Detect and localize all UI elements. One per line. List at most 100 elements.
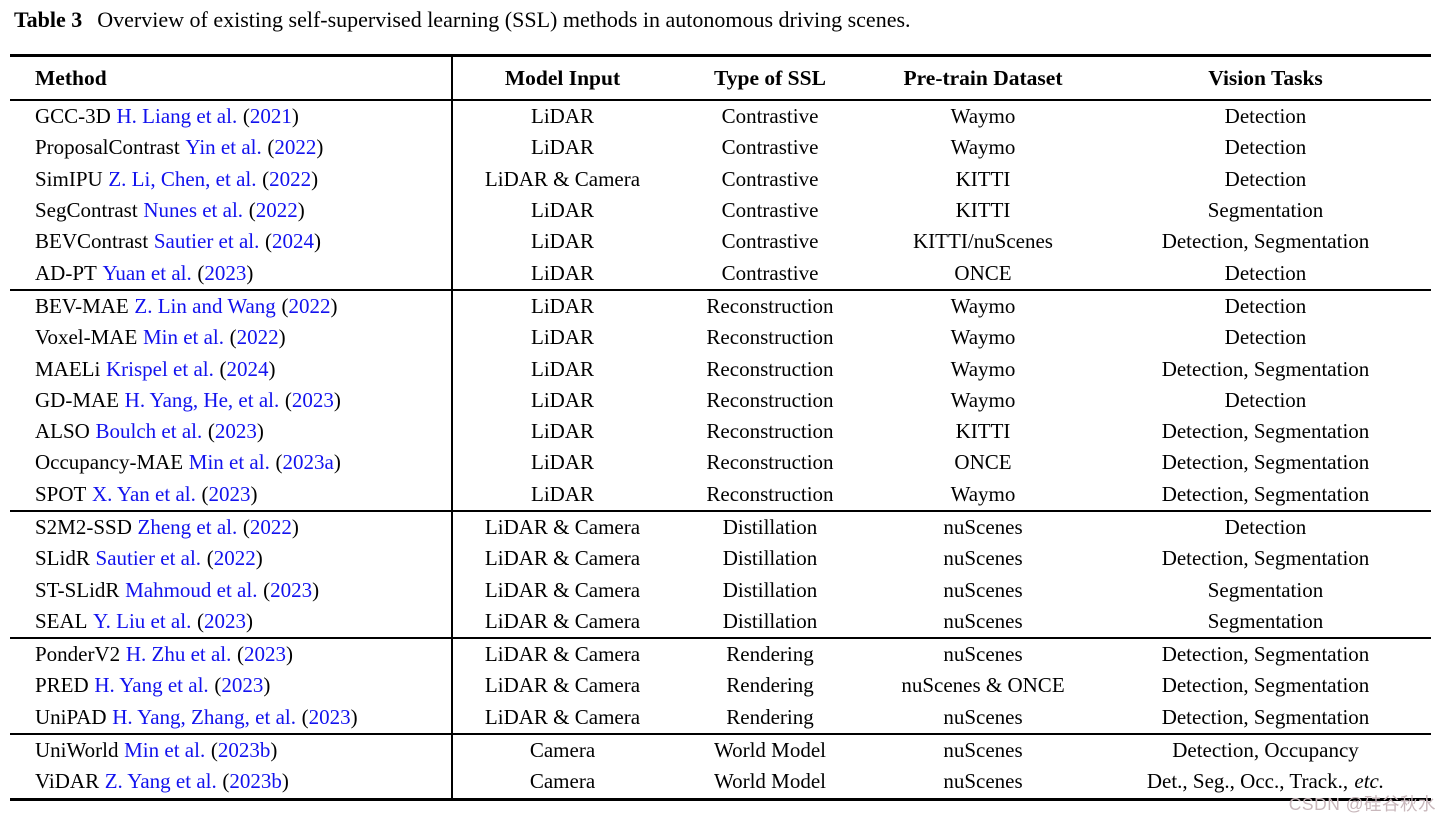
model-input-cell: LiDAR [531, 356, 594, 381]
pretrain-dataset-cell: Waymo [950, 325, 1016, 350]
citation-year-link[interactable]: 2022 [274, 135, 317, 160]
citation-authors-link[interactable]: X. Yan et al. [92, 481, 196, 506]
vision-tasks-cell: Detection [1100, 322, 1431, 353]
vision-tasks-text: Detection [1224, 515, 1307, 539]
paren-open: ( [237, 642, 245, 667]
model-input-cell: LiDAR [531, 104, 594, 129]
model-input-cell: LiDAR [531, 450, 594, 475]
model-input-cell: LiDAR [531, 198, 594, 223]
pretrain-dataset-cell: nuScenes [943, 608, 1023, 633]
citation-year-link[interactable]: 2022 [288, 293, 331, 318]
citation-year-link[interactable]: 2021 [249, 104, 292, 129]
vision-tasks-cell: Detection, Segmentation [1100, 416, 1431, 447]
paren-close: ) [255, 546, 263, 571]
citation-authors-link[interactable]: Boulch et al. [95, 419, 203, 444]
ssl-type-cell: Distillation [722, 546, 818, 571]
method-cell: SLidR Sautier et al.(2022) [10, 543, 451, 574]
citation-year-link[interactable]: 2023 [244, 642, 287, 667]
citation-year-link[interactable]: 2022 [236, 325, 279, 350]
citation-authors-link[interactable]: Z. Yang et al. [104, 769, 217, 794]
ssl-type-cell: Contrastive [721, 104, 819, 129]
citation-authors-link[interactable]: H. Liang et al. [116, 104, 238, 129]
citation-year-link[interactable]: 2023 [204, 608, 246, 633]
vision-tasks-text: Detection [1224, 104, 1307, 129]
table-caption-text: Overview of existing self-supervised lea… [97, 7, 911, 32]
paren-open: ( [201, 481, 209, 506]
ssl-type-cell: Contrastive [721, 198, 819, 223]
citation-year-link[interactable]: 2023 [208, 481, 251, 506]
pretrain-dataset-cell: ONCE [954, 450, 1012, 475]
method-cell: ViDAR Z. Yang et al.(2023b) [10, 766, 451, 797]
citation-authors-link[interactable]: H. Yang et al. [94, 673, 209, 698]
method-cell: MAELi Krispel et al.(2024) [10, 353, 451, 384]
citation-year-link[interactable]: 2022 [249, 515, 292, 539]
table-row: ALSO Boulch et al.(2023) LiDAR Reconstructi… [10, 416, 1431, 447]
citation-authors-link[interactable]: Yuan et al. [102, 260, 192, 285]
pretrain-dataset-cell: nuScenes [943, 642, 1023, 667]
vision-tasks-cell: Detection, Segmentation [1100, 702, 1431, 733]
citation-year-link[interactable]: 2023 [214, 419, 257, 444]
vision-tasks-cell: Detection [1100, 291, 1431, 322]
citation-year-link[interactable]: 2024 [272, 229, 315, 254]
citation-authors-link[interactable]: Min et al. [124, 738, 206, 763]
citation-year-link[interactable]: 2022 [213, 546, 256, 571]
citation-year-link[interactable]: 2023b [217, 738, 271, 763]
citation-authors-link[interactable]: H. Yang, He, et al. [124, 387, 280, 412]
table-row: S2M2-SSD Zheng et al.(2022) LiDAR & Camera… [10, 512, 1431, 543]
citation-year-link[interactable]: 2022 [255, 198, 298, 223]
method-name: UniPAD [35, 704, 107, 729]
paren-open: ( [281, 293, 289, 318]
citation-authors-link[interactable]: Min et al. [188, 450, 270, 475]
model-input-cell: LiDAR [531, 135, 594, 160]
paren-close: ) [297, 198, 305, 223]
paren-close: ) [281, 769, 289, 794]
vision-tasks-cell: Detection, Segmentation [1100, 670, 1431, 701]
pretrain-dataset-cell: Waymo [950, 356, 1016, 381]
table-row: Occupancy-MAE Min et al.(2023a) LiDAR Recon… [10, 447, 1431, 478]
citation-authors-link[interactable]: Sautier et al. [153, 229, 260, 254]
citation-year-link[interactable]: 2023 [270, 577, 313, 602]
table-row: PonderV2 H. Zhu et al.(2023) LiDAR & Camer… [10, 639, 1431, 670]
ssl-type-cell: Reconstruction [706, 419, 834, 444]
table-row: PRED H. Yang et al.(2023) LiDAR & Camera Re… [10, 670, 1431, 701]
table-row: GD-MAE H. Yang, He, et al.(2023) LiDAR Reco… [10, 385, 1431, 416]
table-caption: Table 3 Overview of existing self-supervi… [14, 7, 911, 33]
pretrain-dataset-cell: nuScenes & ONCE [901, 673, 1065, 698]
citation-year-link[interactable]: 2022 [269, 166, 312, 191]
citation-authors-link[interactable]: Mahmoud et al. [125, 577, 258, 602]
table-row: UniWorld Min et al.(2023b) Camera World Mod… [10, 735, 1431, 766]
citation-authors-link[interactable]: Z. Li, Chen, et al. [108, 166, 257, 191]
paren-close: ) [250, 481, 258, 506]
citation-year-link[interactable]: 2023 [204, 260, 247, 285]
ssl-type-cell: Distillation [722, 577, 818, 602]
citation-year-link[interactable]: 2023b [229, 769, 282, 794]
citation-authors-link[interactable]: Yin et al. [185, 135, 262, 160]
method-name: GCC-3D [35, 104, 111, 129]
citation-year-link[interactable]: 2024 [226, 356, 269, 381]
paren-open: ( [206, 546, 214, 571]
citation-authors-link[interactable]: Y. Liu et al. [93, 608, 192, 633]
citation-authors-link[interactable]: Z. Lin and Wang [134, 293, 276, 318]
citation-year-link[interactable]: 2023 [308, 704, 351, 729]
pretrain-dataset-cell: nuScenes [943, 577, 1023, 602]
method-cell: UniPAD H. Yang, Zhang, et al.(2023) [10, 702, 451, 733]
citation-year-link[interactable]: 2023 [221, 673, 264, 698]
citation-authors-link[interactable]: Nunes et al. [143, 198, 244, 223]
citation-year-link[interactable]: 2023a [282, 450, 334, 475]
pretrain-dataset-cell: nuScenes [943, 546, 1023, 571]
citation-authors-link[interactable]: Krispel et al. [105, 356, 214, 381]
vision-tasks-cell: Detection, Segmentation [1100, 543, 1431, 574]
vision-tasks-cell: Detection, Occupancy [1100, 735, 1431, 766]
paren-open: ( [214, 673, 222, 698]
citation-authors-link[interactable]: H. Zhu et al. [125, 642, 232, 667]
citation-year-link[interactable]: 2023 [291, 387, 334, 412]
vision-tasks-cell: Segmentation [1100, 574, 1431, 605]
ssl-type-cell: Contrastive [721, 260, 819, 285]
citation-authors-link[interactable]: Min et al. [142, 325, 225, 350]
method-name: Voxel-MAE [35, 325, 138, 350]
citation-authors-link[interactable]: H. Yang, Zhang, et al. [112, 704, 296, 729]
citation-authors-link[interactable]: Sautier et al. [95, 546, 202, 571]
method-name: S2M2-SSD [35, 515, 132, 539]
citation-authors-link[interactable]: Zheng et al. [137, 515, 238, 539]
table-row: SegContrast Nunes et al.(2022) LiDAR Contra… [10, 195, 1431, 226]
